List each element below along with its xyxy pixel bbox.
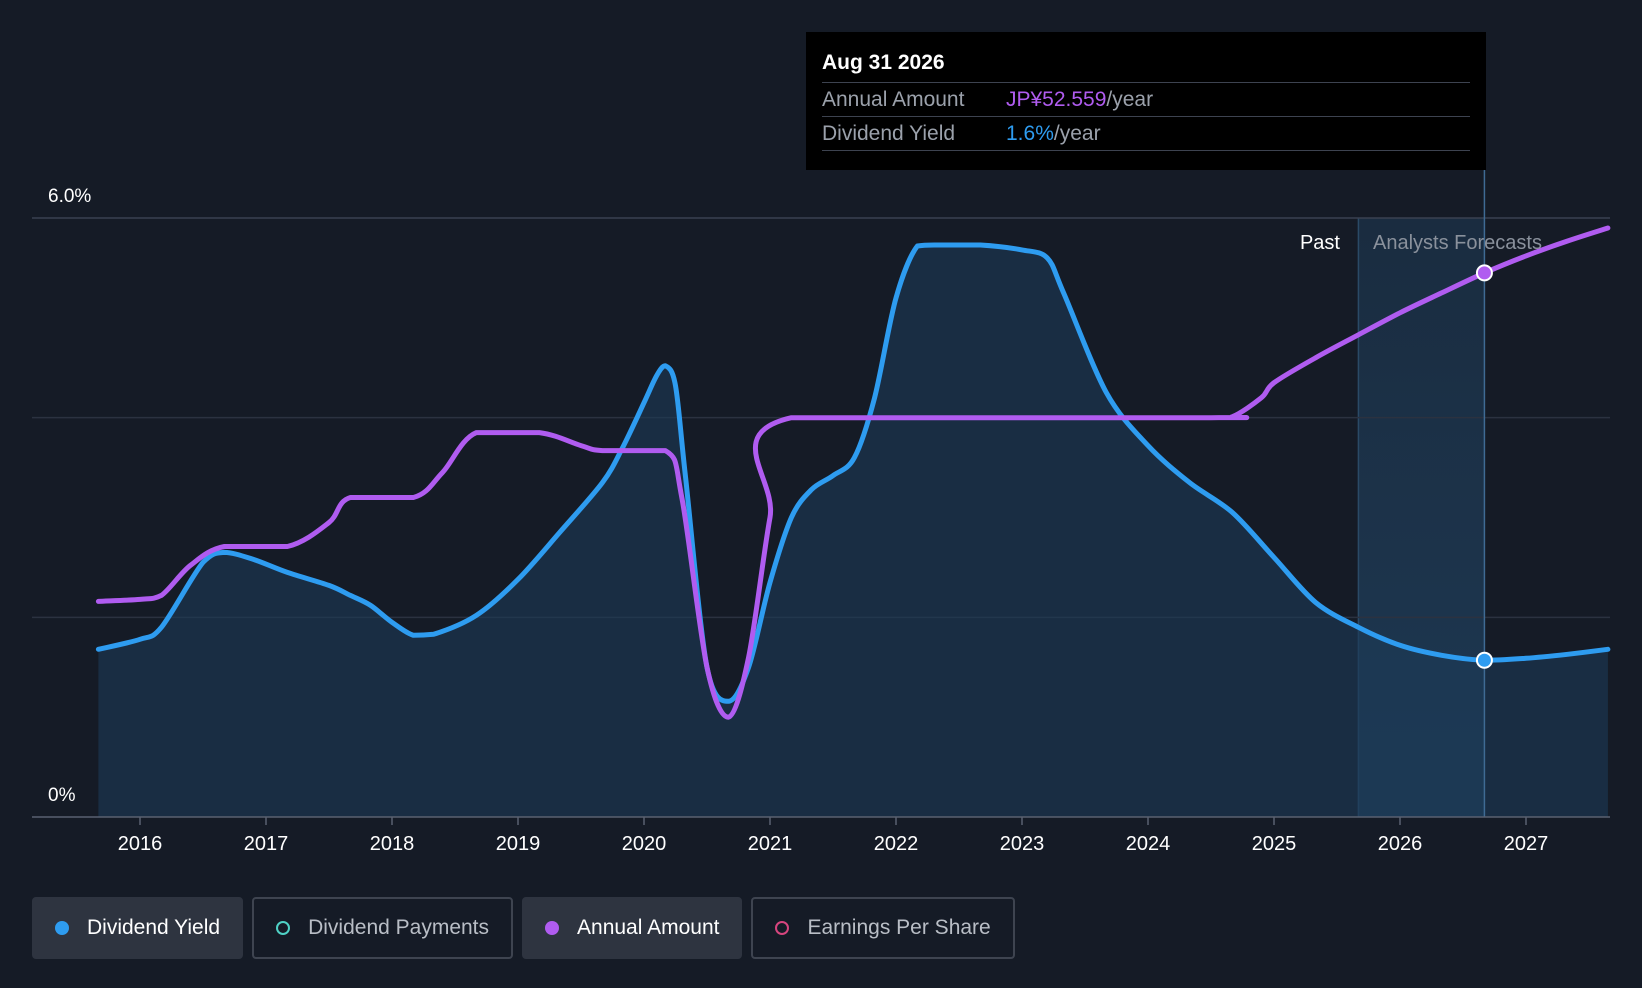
tooltip-key: Dividend Yield xyxy=(822,122,956,145)
dividend-payments-ring-icon xyxy=(276,921,291,935)
tooltip-unit: /year xyxy=(1106,88,1154,111)
x-tick-label: 2026 xyxy=(1378,833,1423,855)
annual-amount-marker[interactable] xyxy=(1475,264,1493,282)
dividend-yield-area xyxy=(98,245,1608,817)
legend-earnings-per-share[interactable]: Earnings Per Share xyxy=(751,897,1015,959)
x-tick-label: 2025 xyxy=(1252,833,1297,855)
legend-dividend-yield[interactable]: Dividend Yield xyxy=(32,897,244,959)
x-tick-label: 2021 xyxy=(748,833,793,855)
y-label-bottom: 0% xyxy=(48,785,76,806)
x-tick-label: 2024 xyxy=(1126,833,1171,855)
x-tick-label: 2020 xyxy=(622,833,667,855)
y-label-top: 6.0% xyxy=(48,186,91,207)
dividend-yield-dot-icon xyxy=(55,921,69,935)
x-tick-label: 2017 xyxy=(244,833,289,855)
legend-annual-amount[interactable]: Annual Amount xyxy=(522,897,743,959)
earnings-per-share-ring-icon xyxy=(775,921,790,935)
x-tick-label: 2016 xyxy=(118,833,163,855)
tooltip-unit: /year xyxy=(1053,122,1101,145)
tooltip-value: 1.6% xyxy=(1006,122,1054,145)
x-tick-label: 2022 xyxy=(874,833,919,855)
past-label: Past xyxy=(1300,232,1340,254)
x-tick-label: 2027 xyxy=(1504,833,1549,855)
tooltip-key: Annual Amount xyxy=(822,88,965,111)
tooltip-date: Aug 31 2026 xyxy=(822,32,1470,83)
tooltip-row-annual-amount: Annual Amount JP¥52.559 /year xyxy=(822,83,1470,117)
legend-label: Annual Amount xyxy=(577,916,720,939)
legend-label: Dividend Yield xyxy=(87,916,221,939)
legend-dividend-payments[interactable]: Dividend Payments xyxy=(252,897,514,959)
tooltip-row-dividend-yield: Dividend Yield 1.6% /year xyxy=(822,117,1470,151)
tooltip-value: JP¥52.559 xyxy=(1006,88,1107,111)
x-tick-label: 2018 xyxy=(370,833,415,855)
x-tick-label: 2023 xyxy=(1000,833,1045,855)
dividend-yield-line xyxy=(95,242,1611,704)
annual-amount-line xyxy=(95,225,1611,720)
annual-amount-dot-icon xyxy=(545,921,560,935)
legend-label: Dividend Payments xyxy=(308,916,490,939)
tooltip: Aug 31 2026 Annual Amount JP¥52.559 /yea… xyxy=(806,32,1486,170)
forecast-label: Analysts Forecasts xyxy=(1373,232,1542,254)
legend-label: Earnings Per Share xyxy=(807,916,991,939)
x-tick-label: 2019 xyxy=(496,833,541,855)
dividend-yield-marker[interactable] xyxy=(1475,651,1493,669)
legend: Dividend Yield Dividend Payments Annual … xyxy=(32,897,1024,959)
